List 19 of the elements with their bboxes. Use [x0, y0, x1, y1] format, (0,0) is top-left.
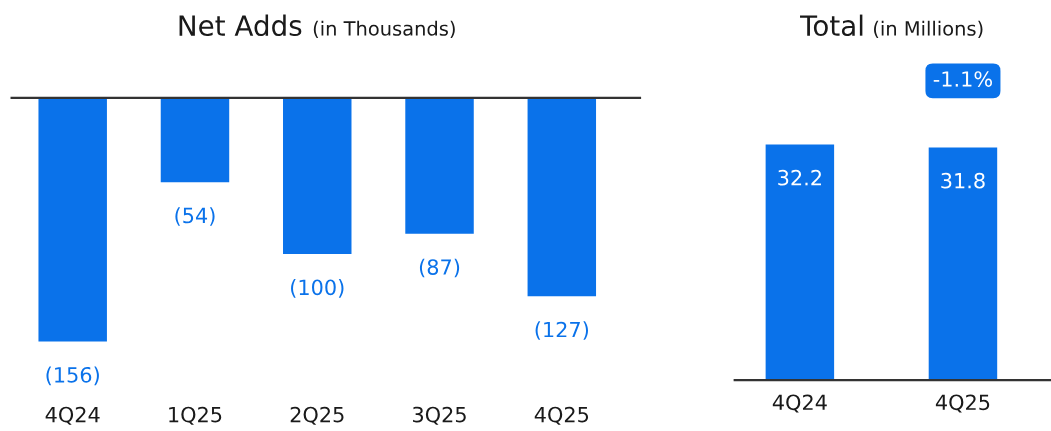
x-tick-label: 1Q25	[169, 406, 222, 425]
data-label: (127)	[535, 321, 589, 340]
chart-title: Net Adds	[179, 14, 302, 37]
text: -1.1%	[933, 71, 993, 87]
x-tick-label: 4Q25	[935, 394, 990, 413]
data-label: 32.2	[778, 169, 821, 186]
x-tick-label: 4Q24	[45, 406, 100, 425]
chart-title: Total	[800, 14, 863, 37]
x-tick-label: 4Q25	[534, 406, 589, 425]
x-tick-label: 4Q24	[772, 394, 827, 413]
data-label: (100)	[291, 279, 344, 298]
data-label: 31.8	[941, 172, 985, 189]
data-label: (156)	[46, 366, 99, 386]
chart-subtitle: (in Millions)	[874, 20, 983, 39]
data-label: (87)	[419, 258, 460, 278]
x-tick-label: 2Q25	[290, 406, 344, 425]
x-tick-label: 3Q25	[413, 406, 466, 425]
data-label: (54)	[175, 207, 215, 226]
chart-subtitle: (in Thousands)	[313, 20, 455, 39]
